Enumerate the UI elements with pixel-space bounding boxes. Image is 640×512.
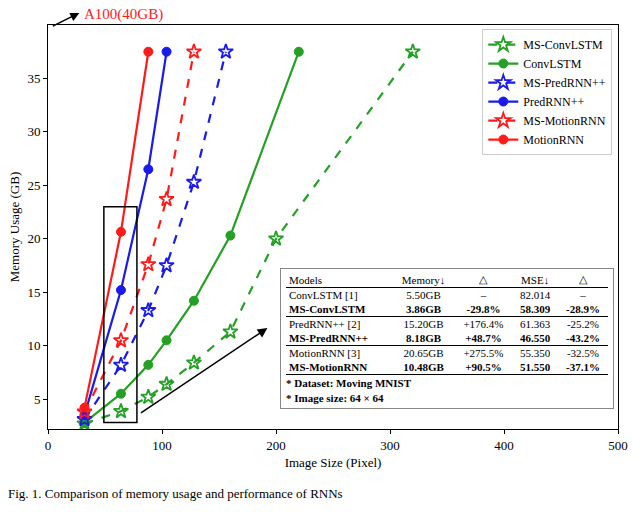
svg-text:Image Size (Pixel): Image Size (Pixel) [285,455,382,470]
html-text:5.50GB: 5.50GB [406,289,441,301]
html-text:61.363: 61.363 [520,318,551,330]
svg-text:200: 200 [266,438,286,453]
svg-text:PredRNN++: PredRNN++ [523,95,584,109]
html-text:8.18GB: 8.18GB [406,332,442,344]
html-text:55.350: 55.350 [520,347,551,359]
html-text:82.014: 82.014 [520,289,551,301]
html-text:-28.9%: -28.9% [566,303,600,315]
svg-text:MS-ConvLSTM: MS-ConvLSTM [523,38,603,52]
html-text:+90.5%: +90.5% [465,361,502,373]
html-text:PredRNN++ [2]: PredRNN++ [2] [289,318,361,330]
svg-text:10: 10 [27,338,40,353]
svg-text:400: 400 [494,438,514,453]
html-text:51.550: 51.550 [520,361,551,373]
html-text:46.550: 46.550 [520,332,551,344]
html-text:MS-MotionRNN: MS-MotionRNN [289,361,368,373]
svg-text:ConvLSTM: ConvLSTM [523,57,581,71]
html-text:10.48GB: 10.48GB [403,361,444,373]
html-text:Models: Models [289,273,322,286]
svg-text:5: 5 [34,392,41,407]
svg-text:15: 15 [27,285,40,300]
html-text:-37.1%: -37.1% [566,361,600,373]
html-text:58.309: 58.309 [520,303,551,315]
html-text:-29.8%: -29.8% [466,303,501,315]
html-text:+275.5%: +275.5% [463,347,504,359]
svg-text:30: 30 [27,124,40,139]
html-text:-43.2%: -43.2% [566,332,600,344]
svg-text:MS-MotionRNN: MS-MotionRNN [523,114,605,128]
svg-text:300: 300 [380,438,400,453]
svg-text:0: 0 [45,438,52,453]
html-text:* Image size: 64 × 64: * Image size: 64 × 64 [286,392,384,404]
html-text:MotionRNN [3]: MotionRNN [3] [289,347,361,359]
html-text:MS-ConvLSTM: MS-ConvLSTM [289,303,366,315]
html-text:3.86GB: 3.86GB [406,303,442,315]
svg-text:500: 500 [608,438,628,453]
svg-text:Memory Usage (GB): Memory Usage (GB) [7,172,22,282]
html-text:-32.5%: -32.5% [566,347,599,359]
svg-text:20: 20 [27,231,40,246]
svg-text:100: 100 [152,438,172,453]
html-text:+48.7%: +48.7% [465,332,502,344]
html-text:20.65GB: 20.65GB [403,347,444,359]
svg-text:MotionRNN: MotionRNN [523,133,584,147]
html-text:15.20GB: 15.20GB [403,318,444,330]
html-text:-25.2%: -25.2% [566,318,599,330]
html-text:MSE↓: MSE↓ [521,273,550,286]
svg-text:25: 25 [27,178,40,193]
svg-text:MS-PredRNN++: MS-PredRNN++ [523,76,605,90]
svg-text:A100(40GB): A100(40GB) [84,6,163,23]
html-text:Fig. 1. Comparison of memory u: Fig. 1. Comparison of memory usage and p… [8,486,343,501]
svg-text:35: 35 [27,71,40,86]
html-text:+176.4%: +176.4% [463,318,504,330]
html-text:ConvLSTM [1]: ConvLSTM [1] [289,289,358,301]
html-text:* Dataset: Moving MNIST: * Dataset: Moving MNIST [286,377,411,389]
html-text:MS-PredRNN++: MS-PredRNN++ [289,332,368,344]
html-text:Memory↓: Memory↓ [401,273,446,286]
